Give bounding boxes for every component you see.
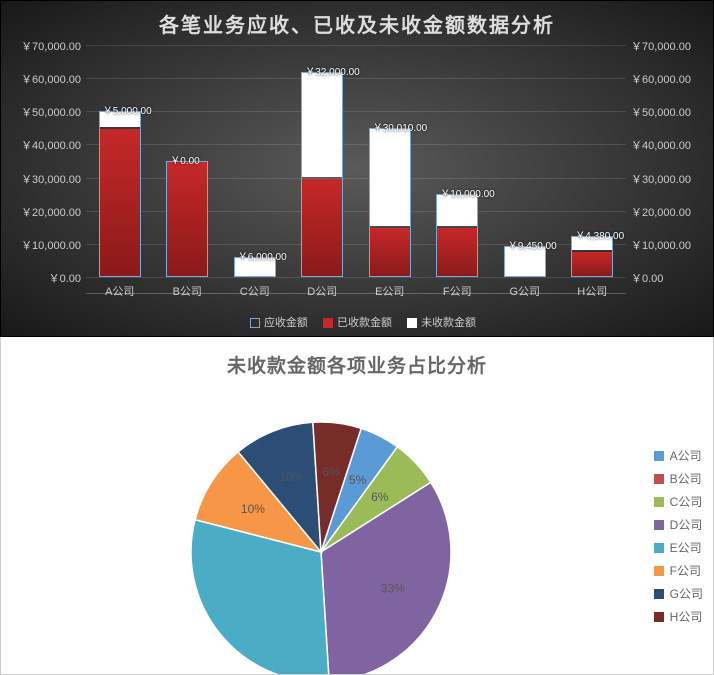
- bar-received: [437, 228, 477, 276]
- bar-data-label: ￥30,010.00: [373, 119, 428, 134]
- bar-data-label: ￥0.00: [170, 152, 199, 167]
- y-axis-label-right: ￥0.00: [631, 270, 711, 286]
- pie-legend-swatch: [654, 497, 664, 507]
- y-axis-label-left: ￥30,000.00: [1, 171, 81, 187]
- y-axis-label-right: ￥40,000.00: [631, 137, 711, 153]
- bar-unreceived: [302, 73, 342, 177]
- pie-legend-swatch: [654, 520, 664, 530]
- legend-label: 已收款金额: [337, 317, 392, 329]
- pie-legend-item: E公司: [654, 539, 703, 556]
- pie-legend-label: E公司: [670, 539, 702, 556]
- bar-F公司: ￥10,000.00: [436, 194, 478, 277]
- x-axis-label: A公司: [90, 283, 150, 299]
- bar-received: [572, 252, 612, 277]
- y-axis-label-right: ￥50,000.00: [631, 104, 711, 120]
- legend-label: 应收金额: [264, 317, 308, 329]
- pie-slice-label: 6%: [371, 490, 389, 504]
- pie-slice-label: 6%: [322, 465, 340, 479]
- pie-legend-item: D公司: [654, 516, 703, 533]
- pie-legend-item: H公司: [654, 608, 703, 625]
- bar-B公司: ￥0.00: [166, 161, 208, 277]
- y-axis-label-right: ￥10,000.00: [631, 237, 711, 253]
- pie-legend-swatch: [654, 566, 664, 576]
- y-axis-label-right: ￥30,000.00: [631, 171, 711, 187]
- pie-legend-label: H公司: [670, 608, 703, 625]
- legend-swatch-unreceived: [407, 318, 417, 328]
- x-axis-label: G公司: [495, 283, 555, 299]
- y-axis-label-left: ￥50,000.00: [1, 104, 81, 120]
- bar-data-label: ￥4,380.00: [575, 227, 624, 242]
- gridline: [86, 45, 626, 46]
- x-axis-label: D公司: [292, 283, 352, 299]
- pie-legend-label: F公司: [670, 562, 701, 579]
- y-axis-label-left: ￥70,000.00: [1, 38, 81, 54]
- pie-slice-label: 33%: [381, 582, 405, 596]
- pie-legend-swatch: [654, 612, 664, 622]
- pie-legend-label: C公司: [670, 493, 703, 510]
- pie-legend-item: F公司: [654, 562, 703, 579]
- pie-legend-label: A公司: [670, 447, 702, 464]
- pie-legend-swatch: [654, 474, 664, 484]
- y-axis-label-right: ￥20,000.00: [631, 204, 711, 220]
- pie-legend-label: D公司: [670, 516, 703, 533]
- pie-legend-label: B公司: [670, 470, 702, 487]
- legend-swatch-receivable: [250, 318, 260, 328]
- pie-legend-label: G公司: [670, 585, 703, 602]
- bar-data-label: ￥10,000.00: [440, 185, 495, 200]
- y-axis-label-left: ￥0.00: [1, 270, 81, 286]
- pie-legend-swatch: [654, 451, 664, 461]
- pie-legend-item: A公司: [654, 447, 703, 464]
- pie-slice-label: 10%: [279, 470, 303, 484]
- bar-G公司: ￥9,450.00: [504, 246, 546, 277]
- x-axis-label: B公司: [157, 283, 217, 299]
- bar-received: [100, 129, 140, 276]
- pie-svg: 5% 6% 33% 10% 10% 6%: [176, 407, 466, 675]
- pie-legend-swatch: [654, 589, 664, 599]
- x-axis-label: E公司: [360, 283, 420, 299]
- bar-data-label: ￥32,000.00: [305, 63, 360, 78]
- x-axis-label: C公司: [225, 283, 285, 299]
- x-axis-label: F公司: [427, 283, 487, 299]
- bar-A公司: ￥5,000.00: [99, 111, 141, 277]
- bar-received: [167, 162, 207, 276]
- bar-data-label: ￥6,000.00: [238, 248, 287, 263]
- x-axis-line: [86, 293, 626, 294]
- legend-label: 未收款金额: [421, 317, 476, 329]
- pie-legend-item: B公司: [654, 470, 703, 487]
- bar-E公司: ￥30,010.00: [369, 128, 411, 277]
- gridline: [86, 277, 626, 278]
- bar-chart-panel: 各笔业务应收、已收及未收金额数据分析 ￥0.00￥0.00￥10,000.00￥…: [0, 0, 714, 337]
- y-axis-label-left: ￥20,000.00: [1, 204, 81, 220]
- gridline: [86, 78, 626, 79]
- y-axis-label-left: ￥40,000.00: [1, 137, 81, 153]
- pie-chart-legend: A公司 B公司 C公司 D公司 E公司 F公司 G公司 H公司: [654, 447, 703, 631]
- pie-legend-item: C公司: [654, 493, 703, 510]
- bar-data-label: ￥9,450.00: [508, 237, 557, 252]
- pie-chart-title: 未收款金额各项业务占比分析: [1, 337, 713, 378]
- bar-received: [370, 228, 410, 276]
- pie-legend-item: G公司: [654, 585, 703, 602]
- y-axis-label-right: ￥60,000.00: [631, 71, 711, 87]
- bar-unreceived: [370, 129, 410, 226]
- gridline: [86, 111, 626, 112]
- y-axis-label-left: ￥60,000.00: [1, 71, 81, 87]
- gridline: [86, 144, 626, 145]
- bar-H公司: ￥4,380.00: [571, 236, 613, 277]
- bar-chart-title: 各笔业务应收、已收及未收金额数据分析: [1, 1, 713, 38]
- y-axis-label-right: ￥70,000.00: [631, 38, 711, 54]
- bar-chart-legend: 应收金额 已收款金额 未收款金额: [1, 314, 713, 330]
- legend-swatch-received: [323, 318, 333, 328]
- bar-data-label: ￥5,000.00: [103, 102, 152, 117]
- pie-slice-label: 10%: [241, 502, 265, 516]
- y-axis-label-left: ￥10,000.00: [1, 237, 81, 253]
- bar-C公司: ￥6,000.00: [234, 257, 276, 277]
- bar-received: [302, 179, 342, 276]
- pie-chart-plot-area: 5% 6% 33% 10% 10% 6%: [176, 407, 466, 675]
- pie-slice-label: 5%: [349, 473, 367, 487]
- bar-chart-plot-area: ￥0.00￥0.00￥10,000.00￥10,000.00￥20,000.00…: [86, 45, 626, 277]
- x-axis-label: H公司: [562, 283, 622, 299]
- pie-legend-swatch: [654, 543, 664, 553]
- pie-chart-panel: 未收款金额各项业务占比分析 5% 6% 33% 10% 10% 6% A公司 B公司 C公司 D…: [0, 337, 714, 675]
- bar-D公司: ￥32,000.00: [301, 72, 343, 277]
